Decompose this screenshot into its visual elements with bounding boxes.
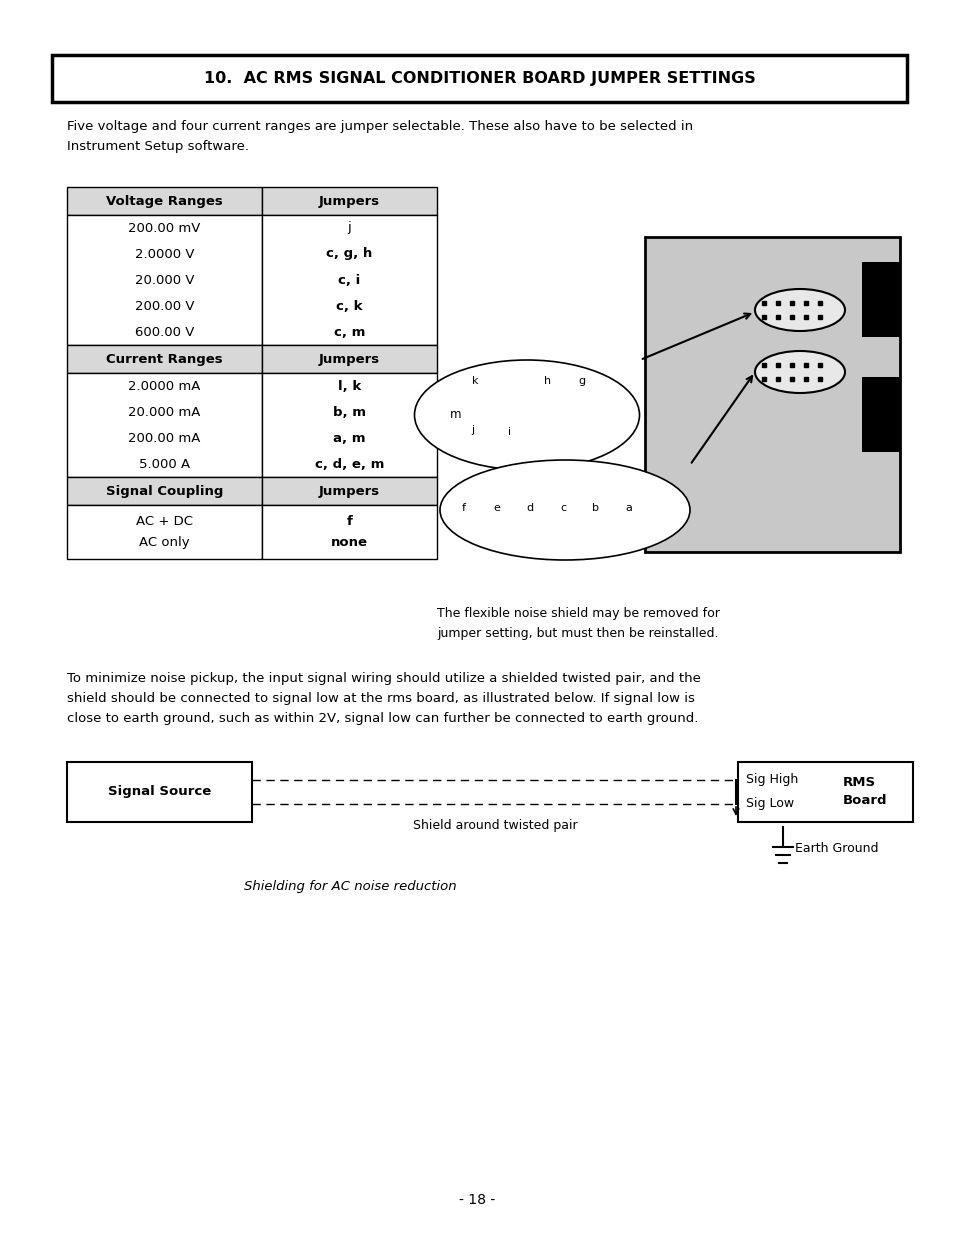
Text: 200.00 mV: 200.00 mV xyxy=(128,221,200,235)
Text: Earth Ground: Earth Ground xyxy=(794,842,878,856)
Bar xyxy=(522,487,537,501)
Bar xyxy=(644,237,899,552)
Text: c: c xyxy=(559,503,565,513)
Text: k: k xyxy=(471,375,477,387)
Bar xyxy=(556,509,571,524)
Bar xyxy=(262,345,436,373)
Bar xyxy=(262,186,436,215)
Text: a: a xyxy=(625,503,632,513)
Ellipse shape xyxy=(439,459,689,559)
Text: a, m: a, m xyxy=(333,431,365,445)
Bar xyxy=(540,388,555,403)
Bar xyxy=(522,509,537,524)
Bar xyxy=(52,56,906,103)
Bar xyxy=(862,262,899,337)
Text: b, m: b, m xyxy=(333,405,366,419)
Text: c, i: c, i xyxy=(338,273,360,287)
Bar xyxy=(67,505,262,559)
Text: f
none: f none xyxy=(331,515,368,550)
Bar xyxy=(575,388,588,403)
Bar xyxy=(575,409,588,424)
Text: 5.000 A: 5.000 A xyxy=(139,457,190,471)
Text: b: b xyxy=(592,503,598,513)
Bar xyxy=(67,477,262,505)
Bar xyxy=(456,509,472,524)
Bar xyxy=(262,373,436,477)
Text: 200.00 V: 200.00 V xyxy=(134,300,194,312)
Bar xyxy=(862,377,899,452)
Text: 2.0000 V: 2.0000 V xyxy=(134,247,194,261)
Text: j: j xyxy=(347,221,351,235)
Text: j: j xyxy=(471,425,474,435)
Ellipse shape xyxy=(754,351,844,393)
Text: Current Ranges: Current Ranges xyxy=(106,352,223,366)
Text: To minimize noise pickup, the input signal wiring should utilize a shielded twis: To minimize noise pickup, the input sign… xyxy=(67,672,700,725)
Text: Sig High: Sig High xyxy=(745,773,798,787)
Bar xyxy=(490,509,504,524)
Text: g: g xyxy=(578,375,585,387)
Text: 600.00 V: 600.00 V xyxy=(134,326,194,338)
Bar xyxy=(262,215,436,345)
Bar xyxy=(588,509,603,524)
Bar xyxy=(465,409,479,424)
Text: Jumpers: Jumpers xyxy=(318,352,379,366)
Text: c, d, e, m: c, d, e, m xyxy=(314,457,384,471)
Text: c, m: c, m xyxy=(334,326,365,338)
Bar xyxy=(262,477,436,505)
Text: c, k: c, k xyxy=(335,300,362,312)
Ellipse shape xyxy=(414,359,639,471)
Text: The flexible noise shield may be removed for
jumper setting, but must then be re: The flexible noise shield may be removed… xyxy=(436,606,720,640)
Bar xyxy=(621,487,637,501)
Text: c, g, h: c, g, h xyxy=(326,247,373,261)
Text: 2.0000 mA: 2.0000 mA xyxy=(128,379,200,393)
Bar xyxy=(588,487,603,501)
Bar xyxy=(67,215,262,345)
Text: l, k: l, k xyxy=(337,379,361,393)
Text: 20.000 V: 20.000 V xyxy=(134,273,194,287)
Text: - 18 -: - 18 - xyxy=(458,1193,495,1207)
Bar xyxy=(67,345,262,373)
Bar xyxy=(556,487,571,501)
Text: Signal Coupling: Signal Coupling xyxy=(106,484,223,498)
Text: Voltage Ranges: Voltage Ranges xyxy=(106,194,223,207)
Bar xyxy=(468,388,481,403)
Text: f: f xyxy=(461,503,465,513)
Bar xyxy=(502,388,517,403)
Text: Signal Source: Signal Source xyxy=(108,785,211,799)
Text: m: m xyxy=(450,409,461,421)
Bar xyxy=(456,487,472,501)
Text: 200.00 mA: 200.00 mA xyxy=(128,431,200,445)
Text: AC + DC
AC only: AC + DC AC only xyxy=(136,515,193,550)
Text: e: e xyxy=(493,503,500,513)
Text: 20.000 mA: 20.000 mA xyxy=(128,405,200,419)
Bar xyxy=(67,762,252,823)
Bar xyxy=(262,505,436,559)
Text: Shield around twisted pair: Shield around twisted pair xyxy=(413,819,577,832)
Text: Shielding for AC noise reduction: Shielding for AC noise reduction xyxy=(243,881,456,893)
Text: Jumpers: Jumpers xyxy=(318,484,379,498)
Bar xyxy=(67,373,262,477)
Bar xyxy=(738,762,912,823)
Text: 10.  AC RMS SIGNAL CONDITIONER BOARD JUMPER SETTINGS: 10. AC RMS SIGNAL CONDITIONER BOARD JUMP… xyxy=(204,72,755,86)
Text: Sig Low: Sig Low xyxy=(745,798,793,810)
Text: RMS
Board: RMS Board xyxy=(842,777,886,808)
Bar xyxy=(502,409,517,424)
Ellipse shape xyxy=(754,289,844,331)
Text: i: i xyxy=(508,427,511,437)
Bar xyxy=(540,409,555,424)
Bar xyxy=(621,509,637,524)
Bar xyxy=(490,487,504,501)
Text: h: h xyxy=(544,375,551,387)
Bar xyxy=(67,186,262,215)
Text: d: d xyxy=(526,503,533,513)
Text: Jumpers: Jumpers xyxy=(318,194,379,207)
Text: Five voltage and four current ranges are jumper selectable. These also have to b: Five voltage and four current ranges are… xyxy=(67,120,693,153)
